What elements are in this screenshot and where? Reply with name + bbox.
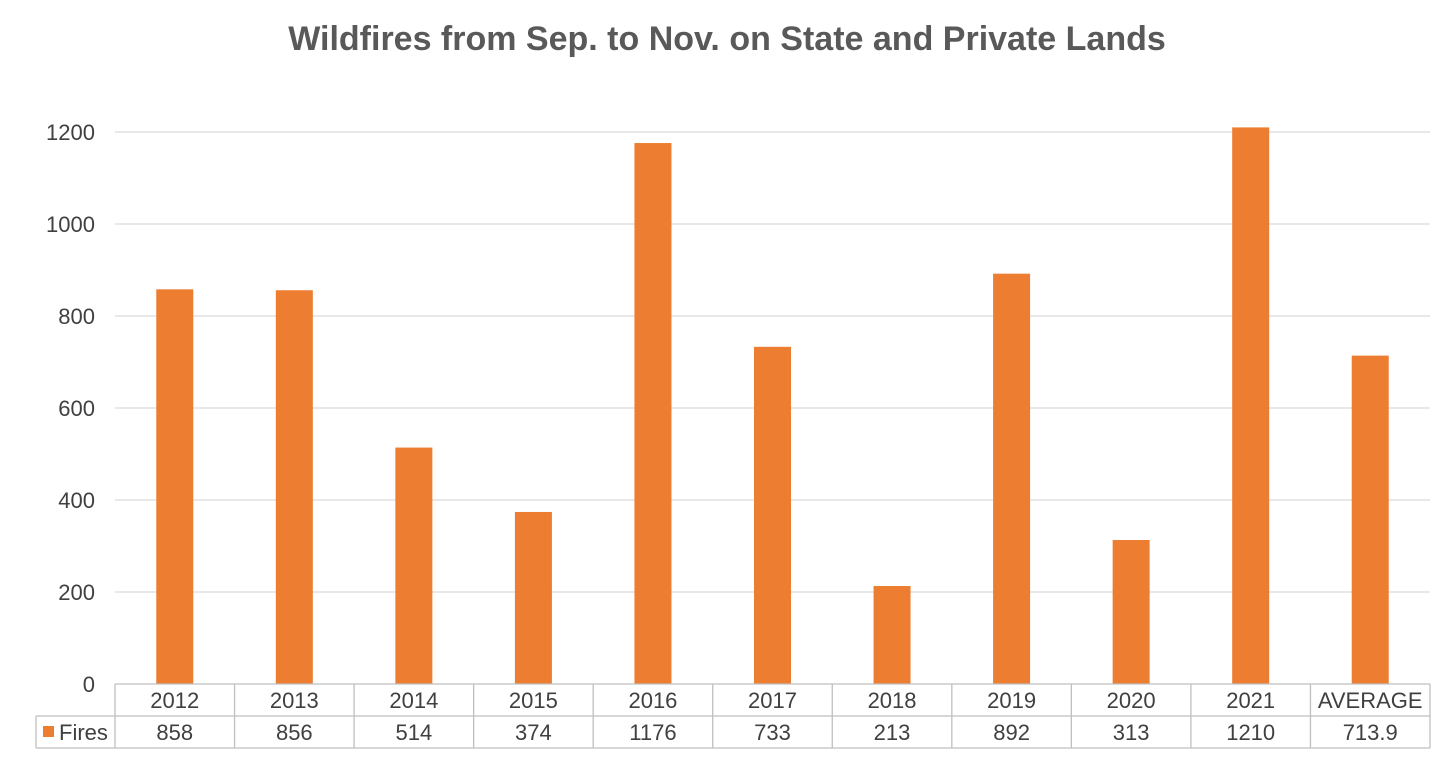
legend-swatch (43, 726, 54, 737)
category-label: 2013 (270, 688, 319, 713)
category-label: 2019 (987, 688, 1036, 713)
bar-2012 (156, 289, 194, 684)
y-tick-label: 0 (83, 672, 95, 697)
value-cell: 733 (754, 720, 791, 745)
category-label: 2014 (389, 688, 438, 713)
bars (156, 127, 1389, 685)
category-label: 2018 (868, 688, 917, 713)
category-label: 2020 (1107, 688, 1156, 713)
y-tick-label: 800 (58, 304, 95, 329)
bar-2021 (1232, 127, 1270, 684)
value-cell: 514 (396, 720, 433, 745)
bar-2015 (514, 511, 552, 684)
value-cell: 856 (276, 720, 313, 745)
category-label: 2015 (509, 688, 558, 713)
value-cell: 713.9 (1343, 720, 1398, 745)
value-cell: 858 (156, 720, 193, 745)
value-cell: 892 (993, 720, 1030, 745)
data-table: 2012 2013 2014 2015 2016 2017 2018 2019 2020 2021… (35, 683, 1431, 749)
bar-2020 (1112, 540, 1150, 684)
y-tick-label: 1200 (46, 120, 95, 145)
value-cell: 1176 (629, 720, 676, 745)
legend-label: Fires (59, 720, 108, 745)
y-tick-label: 200 (58, 580, 95, 605)
value-cell: 1210 (1226, 720, 1275, 745)
category-label: AVERAGE (1318, 688, 1423, 713)
y-tick-label: 1000 (46, 212, 95, 237)
bar-2014 (395, 447, 433, 684)
value-cell: 374 (515, 720, 552, 745)
category-label: 2012 (150, 688, 199, 713)
category-label: 2016 (628, 688, 677, 713)
bar-2018 (873, 586, 911, 684)
bar-2013 (275, 290, 313, 684)
y-tick-label: 400 (58, 488, 95, 513)
value-cell: 313 (1113, 720, 1150, 745)
bar-2019 (993, 273, 1031, 684)
category-label: 2021 (1226, 688, 1275, 713)
bar-2017 (754, 346, 791, 684)
chart-title: Wildfires from Sep. to Nov. on State and… (288, 20, 1166, 58)
bar-average (1351, 355, 1389, 684)
y-tick-label: 600 (58, 396, 95, 421)
y-axis-ticks: 0 200 400 600 800 1000 1200 (46, 120, 95, 697)
category-label: 2017 (748, 688, 797, 713)
bar-2016 (634, 143, 672, 685)
value-cell: 213 (874, 720, 911, 745)
